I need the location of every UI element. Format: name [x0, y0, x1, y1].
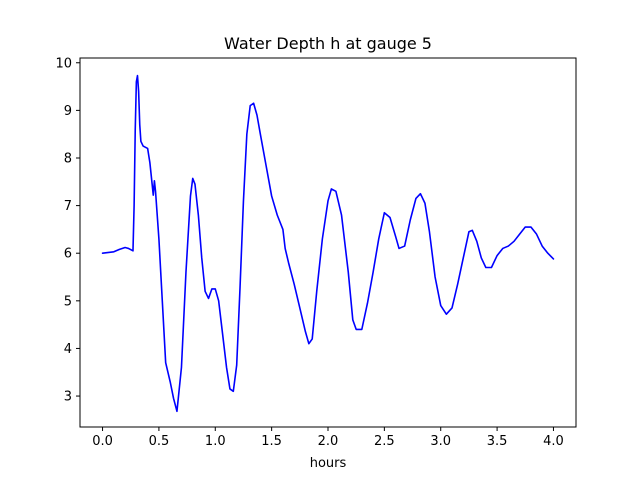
- x-tick-label: 4.0: [543, 434, 564, 449]
- x-tick-label: 1.5: [261, 434, 282, 449]
- y-tick-label: 7: [64, 199, 72, 214]
- plot-area: [80, 58, 576, 427]
- y-tick-label: 6: [64, 247, 72, 262]
- x-axis-label: hours: [310, 456, 347, 471]
- chart-title: Water Depth h at gauge 5: [224, 34, 432, 53]
- y-tick-label: 8: [64, 151, 72, 166]
- x-tick-label: 3.5: [487, 434, 508, 449]
- x-tick-label: 2.0: [318, 434, 339, 449]
- series-layer: [101, 74, 555, 413]
- x-tick-label: 1.0: [205, 434, 226, 449]
- x-tick-label: 0.5: [149, 434, 170, 449]
- y-tick-label: 4: [64, 342, 72, 357]
- y-tick-label: 10: [55, 56, 72, 71]
- y-tick-label: 9: [64, 104, 72, 119]
- series-line-0: [101, 74, 555, 413]
- x-axis-ticks: 0.0 0.5 1.0 1.5 2.0 2.5 3.0 3.5 4.0: [92, 427, 564, 449]
- y-tick-label: 5: [64, 294, 72, 309]
- y-tick-label: 3: [64, 390, 72, 405]
- x-tick-label: 2.5: [374, 434, 395, 449]
- y-axis-ticks: 3 4 5 6 7 8 9 10: [55, 56, 80, 405]
- x-tick-label: 0.0: [92, 434, 113, 449]
- x-tick-label: 3.0: [430, 434, 451, 449]
